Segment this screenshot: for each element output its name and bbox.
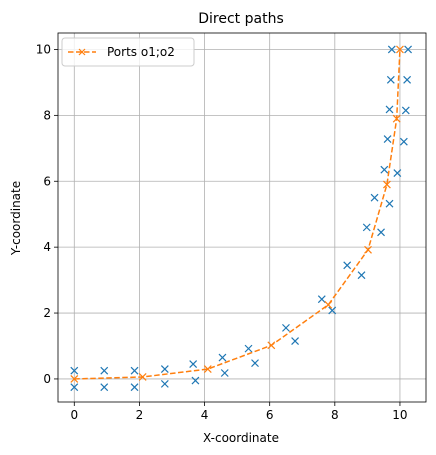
x-axis-label: X-coordinate (203, 431, 279, 445)
x-tick-label: 6 (266, 408, 274, 422)
port-point (70, 383, 79, 392)
path-point (267, 341, 276, 350)
port-point (383, 135, 392, 144)
port-point (370, 193, 379, 202)
port-point (282, 323, 290, 332)
port-point (362, 223, 371, 232)
port-point (387, 45, 396, 54)
legend: Ports o1;o2 (61, 37, 195, 67)
y-tick-label: 4 (43, 240, 51, 254)
legend-box (61, 37, 195, 67)
port-point (189, 360, 198, 369)
port-point (70, 366, 79, 375)
ticks: 0 2 4 6 8 10 0 2 4 6 8 10 (36, 42, 408, 422)
port-point (385, 199, 394, 208)
port-point (404, 45, 413, 54)
y-tick-label: 2 (43, 306, 51, 320)
x-tick-label: 8 (331, 408, 339, 422)
path-point (382, 180, 391, 189)
port-point (251, 359, 259, 368)
path-point (203, 365, 212, 373)
x-tick-label: 0 (70, 408, 78, 422)
port-point (218, 353, 227, 362)
port-point (220, 369, 229, 377)
y-tick-label: 8 (43, 108, 51, 122)
legend-label: Ports o1;o2 (107, 45, 175, 59)
path-point (396, 45, 404, 54)
y-tick-label: 0 (43, 372, 51, 386)
port-point (130, 383, 139, 392)
path-point (70, 375, 79, 383)
port-point (399, 137, 408, 146)
y-tick-label: 10 (36, 42, 51, 56)
port-point (328, 306, 337, 315)
path-point (324, 300, 333, 309)
plot-frame (57, 32, 427, 403)
path-point (392, 114, 401, 123)
port-point (244, 344, 253, 353)
port-point (130, 366, 139, 375)
port-point (100, 366, 109, 375)
y-axis-label: Y-coordinate (9, 181, 23, 256)
port-point (160, 365, 169, 373)
y-tick-label: 6 (43, 174, 51, 188)
port-point (403, 75, 412, 84)
port-point (291, 337, 300, 345)
path-line (74, 49, 401, 380)
port-point (160, 379, 169, 388)
path-point (138, 373, 147, 381)
x-tick-label: 10 (392, 408, 407, 422)
port-point (385, 105, 394, 114)
port-point (386, 75, 395, 84)
port-point (100, 383, 109, 392)
port-point (343, 261, 352, 270)
port-point (377, 228, 385, 237)
x-tick-label: 4 (201, 408, 209, 422)
chart-title: Direct paths (198, 11, 284, 27)
port-point (393, 169, 402, 177)
port-point (380, 165, 389, 174)
port-point (317, 295, 326, 304)
series-layer (70, 45, 413, 392)
port-point (191, 376, 200, 385)
path-point (364, 245, 372, 254)
port-point (357, 271, 366, 280)
legend-marker (78, 48, 86, 56)
port-point (401, 106, 410, 115)
x-tick-label: 2 (136, 408, 144, 422)
